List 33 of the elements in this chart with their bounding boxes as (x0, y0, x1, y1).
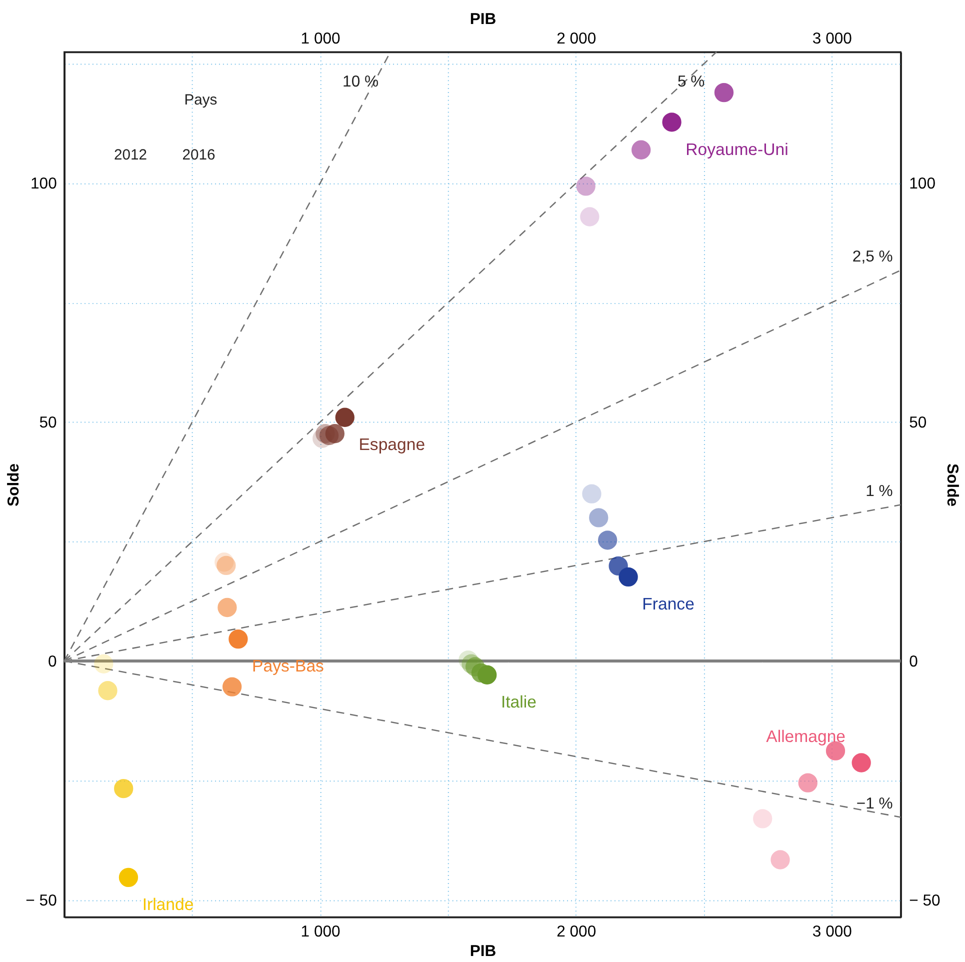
y2-tick-label: 100 (909, 176, 936, 193)
x-tick-label: 2 000 (556, 30, 596, 48)
series-label: Italie (500, 692, 536, 712)
y-tick-label: 100 (30, 176, 58, 193)
y-tick-label: − 50 (26, 892, 58, 910)
annotation: 2012 (114, 148, 148, 164)
series-label: −1 % (856, 795, 893, 812)
y2-tick-label: − 50 (909, 892, 941, 910)
y2-tick-label: 0 (909, 653, 918, 670)
annotation: Pays (184, 92, 218, 108)
x-tick-label: 3 000 (812, 30, 852, 48)
series-label: 2,5 % (852, 248, 893, 266)
series-label: France (642, 594, 694, 614)
x2-tick-label: 1 000 (300, 923, 341, 940)
y2-tick-label: 50 (909, 414, 927, 432)
x2-tick-label: 2 000 (556, 923, 596, 940)
x-tick-label: 1 000 (300, 30, 341, 48)
series-label: Pays-Bas (252, 656, 324, 676)
series-label: Espagne (358, 435, 426, 454)
series-label: 5 % (677, 74, 705, 91)
x2-tick-label: 3 000 (812, 923, 852, 940)
y-axis-title: Solde (6, 463, 23, 506)
x2-axis-title: PIB (470, 10, 496, 28)
series-label: Allemagne (766, 727, 846, 746)
x-axis-title: PIB (470, 943, 496, 960)
series-label: 10 % (342, 74, 379, 91)
y-tick-label: 50 (39, 414, 58, 432)
series-label: Irlande (142, 895, 194, 914)
series-label: Royaume-Uni (686, 140, 788, 159)
y-tick-label: 0 (48, 653, 58, 670)
series-label: 1 % (866, 482, 893, 500)
annotation: 2016 (182, 148, 216, 164)
y2-axis-title: Solde (943, 463, 960, 507)
